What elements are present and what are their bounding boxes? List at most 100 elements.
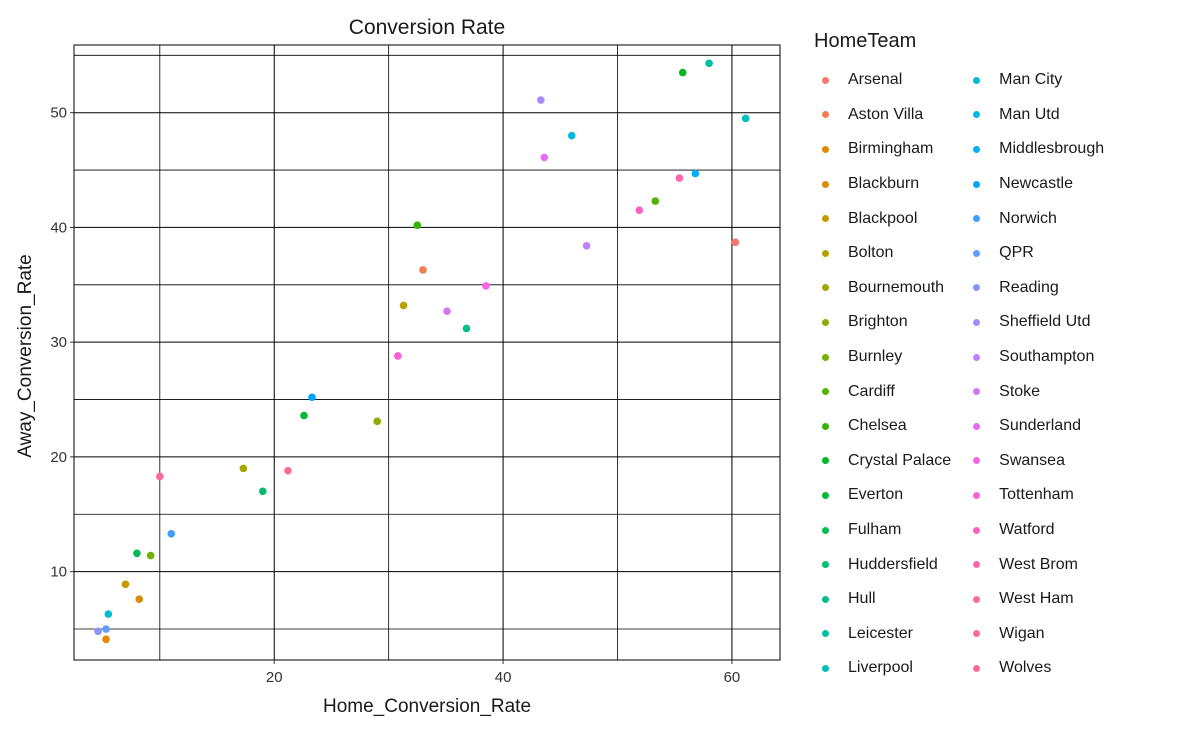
- data-point: Aston Villa: [419, 266, 427, 274]
- legend-key: [965, 491, 987, 499]
- legend-label: Sunderland: [999, 417, 1081, 435]
- legend-item: Liverpool: [814, 651, 951, 686]
- legend-item: QPR: [965, 236, 1104, 271]
- legend-item: Wigan: [965, 617, 1104, 652]
- legend-item: Wolves: [965, 651, 1104, 686]
- legend-item: Huddersfield: [814, 547, 951, 582]
- data-point: QPR: [102, 625, 110, 633]
- data-point: Huddersfield: [259, 487, 267, 496]
- legend-key: [965, 595, 987, 603]
- grid-lines: [74, 45, 780, 660]
- legend-dot-icon: [821, 561, 829, 569]
- legend-dot-icon: [972, 284, 980, 292]
- legend-label: Blackburn: [848, 175, 920, 193]
- data-point: Liverpool: [741, 114, 750, 123]
- legend-label: Burnley: [848, 348, 903, 366]
- legend-label: Sheffield Utd: [999, 313, 1091, 331]
- legend-item: Hull: [814, 582, 951, 617]
- data-point: Southampton: [582, 241, 591, 250]
- y-tick-label: 50: [50, 105, 67, 122]
- legend-item: Blackpool: [814, 201, 951, 236]
- legend-item: Arsenal: [814, 63, 951, 98]
- data-point: Swansea: [482, 282, 490, 290]
- legend-label: Reading: [999, 278, 1059, 296]
- data-point: Watford: [635, 206, 644, 215]
- legend-dot-icon: [821, 491, 829, 499]
- legend-label: Arsenal: [848, 71, 903, 89]
- data-point: Tottenham: [394, 352, 402, 360]
- legend-label: Blackpool: [848, 209, 918, 227]
- legend-label: QPR: [999, 244, 1034, 262]
- legend-key: [965, 284, 987, 292]
- legend-title: HomeTeam: [814, 30, 917, 52]
- legend-label: Wolves: [999, 659, 1052, 677]
- legend-label: West Ham: [999, 590, 1074, 608]
- data-point: Everton: [300, 411, 308, 420]
- plot-panel-border: [73, 44, 781, 661]
- data-point: Arsenal: [731, 238, 740, 247]
- legend-label: Liverpool: [848, 659, 913, 677]
- legend-label: West Brom: [999, 555, 1078, 573]
- legend-dot-icon: [821, 353, 829, 361]
- legend-item: Burnley: [814, 340, 951, 375]
- legend-label: Aston Villa: [848, 105, 924, 123]
- legend-item: Crystal Palace: [814, 444, 951, 479]
- legend-item: Watford: [965, 513, 1104, 548]
- legend-key: [814, 76, 836, 84]
- legend-dot-icon: [972, 630, 980, 638]
- legend-label: Bournemouth: [848, 278, 945, 296]
- legend-item: Southampton: [965, 340, 1104, 375]
- legend-key: [965, 664, 987, 672]
- legend-key: [814, 180, 836, 188]
- legend-label: Bolton: [848, 244, 894, 262]
- legend-label: Leicester: [848, 624, 913, 642]
- legend-label: Man City: [999, 71, 1063, 89]
- legend-dot-icon: [821, 145, 829, 153]
- data-point: Man Utd: [567, 131, 576, 140]
- y-tick-label: 10: [50, 564, 67, 581]
- legend-dot-icon: [821, 526, 829, 534]
- legend-item: Chelsea: [814, 409, 951, 444]
- legend-key: [814, 526, 836, 534]
- legend-key: [814, 595, 836, 603]
- legend-dot-icon: [821, 664, 829, 672]
- legend-label: Norwich: [999, 209, 1057, 227]
- y-axis-title: Away_Conversion_Rate: [15, 254, 36, 458]
- legend-key: [814, 422, 836, 430]
- legend-key: [814, 145, 836, 153]
- legend-key: [814, 388, 836, 396]
- legend-key: [965, 388, 987, 396]
- data-point: Stoke: [443, 307, 451, 315]
- data-point: Leicester: [705, 59, 713, 68]
- legend-columns: Arsenal Aston Villa Birmingham Blackburn Bla…: [814, 63, 1104, 686]
- legend-label: Huddersfield: [848, 555, 938, 573]
- data-point: Bournemouth: [239, 464, 248, 473]
- legend-item: Fulham: [814, 513, 951, 548]
- data-point: Cardiff: [651, 197, 660, 205]
- legend-item: Stoke: [965, 374, 1104, 409]
- legend-label: Fulham: [848, 521, 902, 539]
- legend-dot-icon: [972, 180, 980, 188]
- legend-item: Sheffield Utd: [965, 305, 1104, 340]
- legend-item: Man City: [965, 63, 1104, 98]
- y-tick-label: 30: [50, 334, 67, 351]
- legend-label: Cardiff: [848, 382, 895, 400]
- legend-item: Sunderland: [965, 409, 1104, 444]
- legend-item: Newcastle: [965, 167, 1104, 202]
- legend-key: [814, 111, 836, 119]
- legend-item: Cardiff: [814, 374, 951, 409]
- legend-label: Wigan: [999, 624, 1045, 642]
- legend-key: [965, 249, 987, 257]
- legend-label: Crystal Palace: [848, 451, 952, 469]
- legend-key: [965, 111, 987, 119]
- legend-item: Tottenham: [965, 478, 1104, 513]
- legend-dot-icon: [821, 76, 829, 84]
- x-tick-label: 20: [266, 669, 283, 686]
- legend-key: [965, 215, 987, 223]
- data-point: Sunderland: [540, 153, 549, 162]
- legend-item: Birmingham: [814, 132, 951, 167]
- legend-key: [965, 526, 987, 534]
- legend-dot-icon: [972, 111, 980, 119]
- data-point: Chelsea: [413, 221, 422, 229]
- data-point: Norwich: [167, 529, 176, 538]
